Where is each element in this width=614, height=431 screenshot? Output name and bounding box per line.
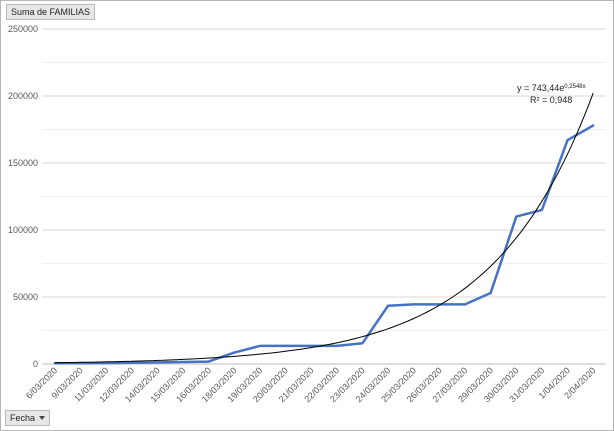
trendline bbox=[54, 92, 594, 364]
series-layer bbox=[53, 124, 595, 365]
y-tick-labels: 0 50000 100000 150000 200000 250000 bbox=[8, 24, 38, 369]
trendline-equation: y = 743,44e0,2548x bbox=[517, 83, 586, 93]
value-field-button[interactable]: Suma de FAMILIAS bbox=[6, 4, 96, 20]
trendline-annotation: y = 743,44e0,2548x R² = 0,948 bbox=[517, 83, 586, 105]
trendline-layer bbox=[54, 92, 594, 364]
gridlines bbox=[42, 28, 606, 365]
trendline-equation-base: y = 743,44e bbox=[517, 83, 564, 93]
y-tick-label: 50000 bbox=[13, 292, 38, 302]
y-tick-label: 200000 bbox=[8, 91, 38, 101]
value-field-label: Suma de FAMILIAS bbox=[11, 7, 91, 17]
x-tick-labels: 6/03/20209/03/202011/03/202012/03/202014… bbox=[24, 365, 598, 404]
y-tick-label: 150000 bbox=[8, 158, 38, 168]
axis-field-label: Fecha bbox=[10, 413, 36, 423]
trendline-equation-exponent: 0,2548x bbox=[564, 84, 585, 90]
y-tick-label: 100000 bbox=[8, 225, 38, 235]
y-tick-label: 250000 bbox=[8, 24, 38, 34]
chevron-down-icon[interactable] bbox=[39, 416, 46, 420]
series-line bbox=[53, 124, 595, 365]
y-tick-label: 0 bbox=[33, 359, 38, 369]
axis-field-button[interactable]: Fecha bbox=[5, 410, 51, 426]
trendline-r-squared: R² = 0,948 bbox=[530, 95, 572, 105]
